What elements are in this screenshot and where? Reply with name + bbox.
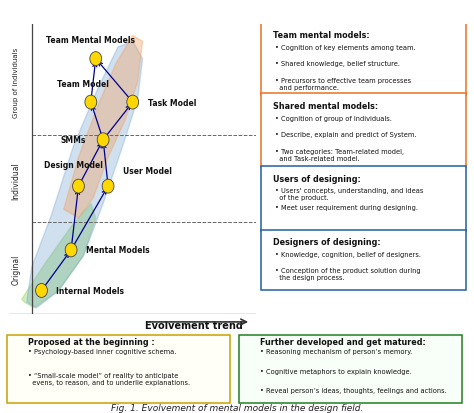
Circle shape: [73, 180, 84, 194]
Text: • Reasoning mechanism of person’s memory.: • Reasoning mechanism of person’s memory…: [260, 348, 412, 354]
Circle shape: [90, 52, 101, 66]
Circle shape: [65, 243, 77, 257]
FancyBboxPatch shape: [7, 335, 230, 403]
Text: • Precursors to effective team processes
  and performance.: • Precursors to effective team processes…: [275, 77, 411, 90]
Text: Design Model: Design Model: [44, 160, 103, 169]
Text: • Cognition of group of individuals.: • Cognition of group of individuals.: [275, 115, 392, 121]
Text: • Shared knowledge, belief structure.: • Shared knowledge, belief structure.: [275, 61, 400, 67]
Text: Designers of designing:: Designers of designing:: [273, 238, 381, 247]
Circle shape: [102, 180, 114, 194]
Text: • Describe, explain and predict of System.: • Describe, explain and predict of Syste…: [275, 132, 417, 138]
Text: • Cognitive metaphors to explain knowledge.: • Cognitive metaphors to explain knowled…: [260, 368, 412, 374]
Circle shape: [127, 96, 138, 110]
FancyBboxPatch shape: [262, 230, 466, 291]
Polygon shape: [22, 204, 96, 308]
Text: Internal Models: Internal Models: [56, 286, 124, 295]
Text: Shared mental models:: Shared mental models:: [273, 102, 378, 111]
Text: Original: Original: [11, 254, 20, 284]
Text: Team Model: Team Model: [57, 79, 109, 88]
Text: Users of designing:: Users of designing:: [273, 174, 361, 183]
Text: Team Mental Models: Team Mental Models: [46, 36, 135, 45]
Polygon shape: [27, 42, 143, 308]
Text: • Knowledge, cognition, belief of designers.: • Knowledge, cognition, belief of design…: [275, 251, 421, 257]
Text: Evolvement trend: Evolvement trend: [146, 320, 243, 330]
FancyBboxPatch shape: [239, 335, 462, 403]
Text: Further developed and get matured:: Further developed and get matured:: [260, 337, 426, 346]
Circle shape: [36, 284, 47, 298]
Text: Individual: Individual: [11, 162, 20, 200]
Text: Fig. 1. Evolvement of mental models in the design field.: Fig. 1. Evolvement of mental models in t…: [111, 403, 363, 412]
FancyBboxPatch shape: [262, 94, 466, 168]
Polygon shape: [64, 36, 143, 218]
Text: • Meet user requirement during designing.: • Meet user requirement during designing…: [275, 204, 418, 210]
Text: • Psychology-based inner cognitive schema.: • Psychology-based inner cognitive schem…: [28, 348, 176, 354]
Text: Group of individuals: Group of individuals: [13, 47, 18, 118]
Circle shape: [97, 133, 109, 147]
FancyBboxPatch shape: [262, 166, 466, 231]
Text: SMMs: SMMs: [61, 136, 86, 145]
Circle shape: [85, 96, 97, 110]
Text: • Two categories: Team-related model,
  and Task-related model.: • Two categories: Team-related model, an…: [275, 148, 404, 161]
Text: Proposed at the beginning :: Proposed at the beginning :: [28, 337, 155, 346]
Text: • Cognition of key elements among team.: • Cognition of key elements among team.: [275, 45, 416, 50]
Text: Mental Models: Mental Models: [86, 246, 149, 255]
FancyBboxPatch shape: [262, 24, 466, 95]
Text: Task Model: Task Model: [147, 98, 196, 107]
Text: • Users' concepts, understanding, and ideas
  of the product.: • Users' concepts, understanding, and id…: [275, 188, 424, 201]
Text: Team mental models:: Team mental models:: [273, 31, 370, 40]
Text: User Model: User Model: [123, 166, 172, 175]
Text: • Reveal person’s ideas, thoughts, feelings and actions.: • Reveal person’s ideas, thoughts, feeli…: [260, 387, 447, 394]
Text: • “Small-scale model” of reality to anticipate
  evens, to reason, and to underl: • “Small-scale model” of reality to anti…: [28, 372, 190, 385]
Text: • Conception of the product solution during
  the design process.: • Conception of the product solution dur…: [275, 268, 421, 280]
